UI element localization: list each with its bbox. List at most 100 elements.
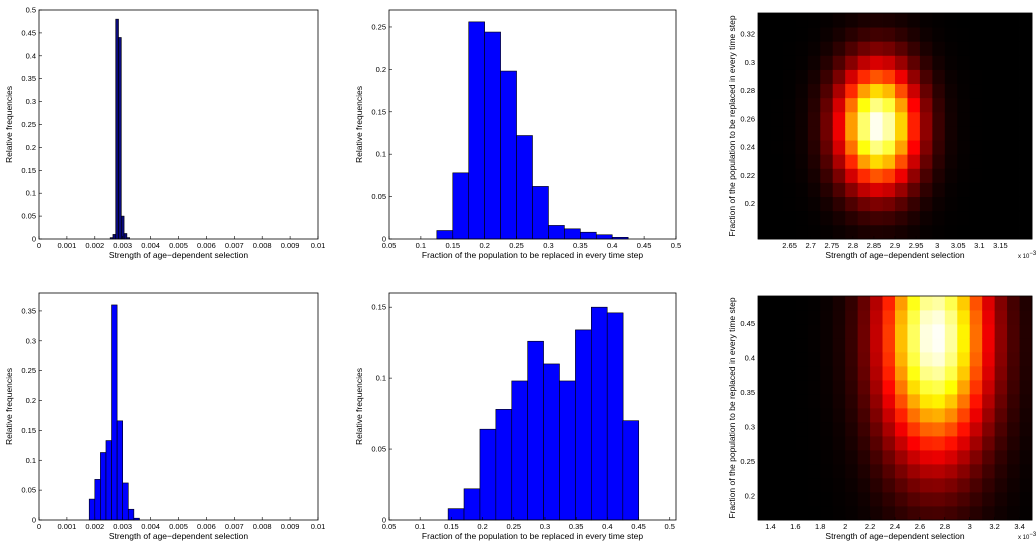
heatmap-cell xyxy=(919,296,933,311)
heatmap-cell xyxy=(832,41,846,56)
heatmap-cell xyxy=(845,422,859,437)
y-tick-label: 0.4 xyxy=(26,51,36,60)
heatmap-cell xyxy=(782,140,796,155)
heatmap-cell xyxy=(994,126,1008,141)
heatmap-cell xyxy=(982,111,996,127)
heatmap-cell xyxy=(857,196,871,212)
heatmap-cell xyxy=(895,338,908,353)
heatmap-cell xyxy=(882,464,896,479)
heatmap-cell xyxy=(907,450,921,465)
heatmap-cell xyxy=(820,41,834,56)
heatmap-cell xyxy=(932,182,946,198)
heatmap-cell xyxy=(944,492,958,507)
histogram-bar xyxy=(543,363,560,521)
heatmap-cell xyxy=(795,13,809,28)
heatmap-cell xyxy=(1019,296,1033,311)
heatmap-cell xyxy=(832,492,846,507)
heatmap-cell xyxy=(969,352,983,367)
heatmap-cell xyxy=(982,154,996,169)
heatmap-cell xyxy=(782,492,796,507)
heatmap-cell xyxy=(870,97,883,113)
heatmap-cell xyxy=(1007,310,1020,325)
heatmap-cell xyxy=(820,450,834,465)
heatmap-cell xyxy=(895,182,908,198)
y-tick-label: 0 xyxy=(32,235,36,244)
heatmap-cell xyxy=(845,168,859,183)
heatmap-cell xyxy=(870,182,883,198)
heatmap-cell xyxy=(807,352,821,367)
heatmap-cell xyxy=(832,69,846,85)
heatmap-cell xyxy=(795,450,809,465)
heatmap-cell xyxy=(969,366,983,381)
heatmap-cell xyxy=(795,380,809,395)
heatmap-cell xyxy=(845,338,859,353)
heatmap-cell xyxy=(795,97,809,113)
heatmap-cell xyxy=(758,196,771,212)
heatmap-cell xyxy=(832,324,846,339)
heatmap-cell xyxy=(770,366,784,381)
heatmap-cell xyxy=(832,210,846,226)
heatmap-cell xyxy=(932,224,946,240)
heatmap-cell xyxy=(907,408,921,423)
heatmap-cell xyxy=(795,506,809,521)
histogram-bar xyxy=(484,31,501,240)
heatmap-cell xyxy=(758,324,771,339)
heatmap-cell xyxy=(919,338,933,353)
heatmap-cell xyxy=(845,83,859,99)
x-tick-label: 0 xyxy=(37,241,41,250)
heatmap-cell xyxy=(882,111,896,127)
heatmap-cell xyxy=(895,492,908,507)
heatmap-cell xyxy=(932,324,946,339)
heatmap-cell xyxy=(932,422,946,437)
heatmap-cell xyxy=(982,182,996,198)
x-tick-label: 0.15 xyxy=(445,241,460,250)
heatmap-cell xyxy=(882,478,896,493)
heatmap-cell xyxy=(969,55,983,70)
heatmap-cell xyxy=(994,478,1008,493)
heatmap-cell xyxy=(832,13,846,28)
heatmap-cell xyxy=(882,140,896,155)
heatmap-cell xyxy=(919,478,933,493)
heatmap-cell xyxy=(857,111,871,127)
heatmap-cell xyxy=(782,111,796,127)
heatmap-cell xyxy=(807,380,821,395)
heatmap-cell xyxy=(1007,352,1020,367)
heatmap-cell xyxy=(782,324,796,339)
heatmap-cell xyxy=(882,436,896,451)
heatmap-cell xyxy=(982,464,996,479)
heatmap-cell xyxy=(870,450,883,465)
heatmap-cell xyxy=(807,296,821,311)
heatmap-cell xyxy=(907,13,921,28)
x-tick-label: 0.35 xyxy=(569,522,584,531)
heatmap-cell xyxy=(944,422,958,437)
heatmap-cell xyxy=(770,55,784,70)
x-tick-label: 2.6 xyxy=(915,522,925,531)
heatmap-cell xyxy=(770,83,784,99)
heatmap-cell xyxy=(994,111,1008,127)
heatmap-cell xyxy=(832,408,846,423)
heatmap-cell xyxy=(932,492,946,507)
heatmap-cell xyxy=(795,210,809,226)
y-tick-label: 0.2 xyxy=(745,491,755,500)
heatmap-cell xyxy=(907,210,921,226)
heatmap-cell xyxy=(758,422,771,437)
heatmap-cell xyxy=(994,13,1008,28)
y-tick-label: 0.3 xyxy=(745,422,755,431)
histogram-bar xyxy=(127,508,135,521)
x-tick-label: 0.007 xyxy=(225,522,244,531)
heatmap-cell xyxy=(994,352,1008,367)
heatmap-cell xyxy=(1007,224,1020,240)
heatmap-cell xyxy=(882,210,896,226)
heatmap-cell xyxy=(820,436,834,451)
heatmap-cell xyxy=(882,324,896,339)
heatmap-cell xyxy=(932,464,946,479)
x-tick-label: 2.75 xyxy=(824,241,839,250)
heatmap-cell xyxy=(870,126,883,141)
heatmap-cell xyxy=(857,394,871,409)
heatmap-cell xyxy=(982,450,996,465)
heatmap-cell xyxy=(1007,140,1020,155)
x-tick-label: 0.1 xyxy=(416,241,426,250)
heatmap-cell xyxy=(994,464,1008,479)
heatmap-cell xyxy=(907,196,921,212)
heatmap-cell xyxy=(919,380,933,395)
